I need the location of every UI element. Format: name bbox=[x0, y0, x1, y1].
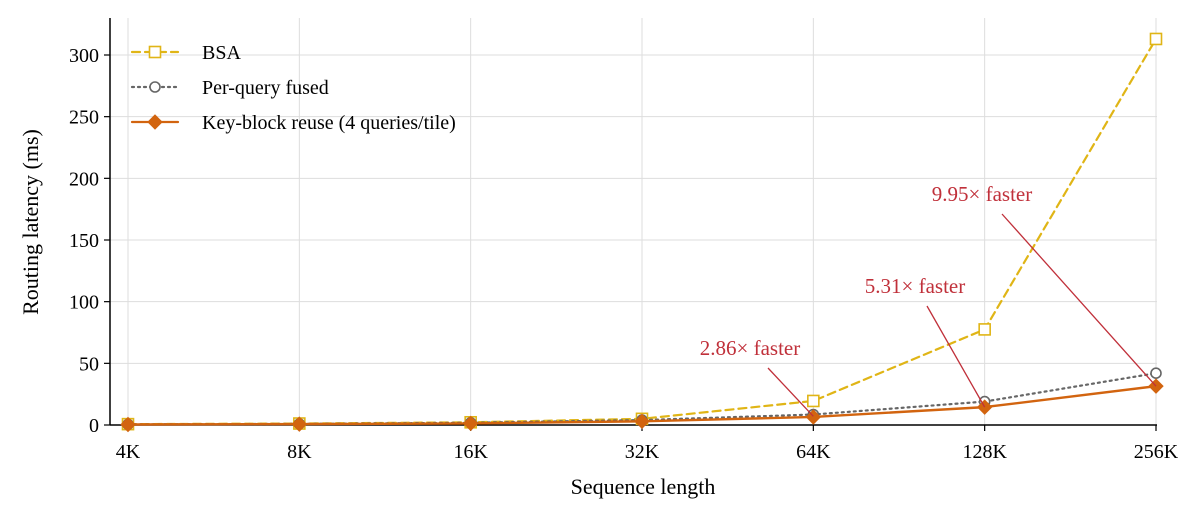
legend-label: BSA bbox=[202, 42, 241, 64]
data-point bbox=[1150, 367, 1162, 380]
data-point bbox=[462, 415, 479, 432]
y-tick-label: 300 bbox=[69, 45, 99, 67]
legend-label: Key-block reuse (4 queries/tile) bbox=[202, 112, 456, 134]
annotation: 2.86× faster bbox=[700, 336, 814, 417]
annotation-arrow bbox=[1001, 213, 1157, 387]
annotation-label: 2.86× faster bbox=[700, 336, 800, 360]
x-tick-label: 8K bbox=[287, 441, 312, 463]
annotation: 9.95× faster bbox=[932, 182, 1157, 387]
y-tick-label: 100 bbox=[69, 292, 99, 314]
x-ticks: 4K 8K 16K 32K 64K 128K 256K bbox=[116, 425, 1179, 463]
legend-marker bbox=[147, 114, 163, 130]
data-point bbox=[978, 323, 991, 336]
data-point bbox=[291, 416, 308, 432]
annotation-arrow bbox=[926, 305, 986, 408]
annotation-arrow bbox=[767, 367, 814, 417]
y-ticks: 0 50 100 150 200 250 300 bbox=[69, 45, 110, 437]
legend-item-2: Per-query fused bbox=[130, 77, 329, 99]
data-point bbox=[634, 413, 650, 430]
grid bbox=[110, 18, 1157, 426]
annotation: 5.31× faster bbox=[865, 274, 986, 408]
data-point bbox=[120, 416, 136, 433]
x-tick-label: 4K bbox=[116, 441, 141, 463]
data-point bbox=[807, 394, 820, 408]
legend-label: Per-query fused bbox=[202, 77, 329, 99]
x-tick-label: 32K bbox=[625, 441, 660, 463]
legend-marker bbox=[148, 45, 162, 59]
x-tick-label: 16K bbox=[453, 441, 488, 463]
legend-marker bbox=[149, 81, 161, 93]
annotations: 2.86× faster 5.31× faster 9.95× faster bbox=[700, 182, 1157, 417]
y-axis-title: Routing latency (ms) bbox=[18, 129, 43, 315]
y-tick-label: 50 bbox=[79, 353, 99, 375]
y-tick-label: 150 bbox=[69, 230, 99, 252]
legend-item-3: Key-block reuse (4 queries/tile) bbox=[130, 112, 456, 134]
legend-item-1: BSA bbox=[130, 42, 241, 64]
legend: BSA Per-query fused Key-block reuse (4 que… bbox=[130, 42, 456, 134]
data-point bbox=[1149, 32, 1163, 46]
y-tick-label: 250 bbox=[69, 107, 99, 129]
y-tick-label: 0 bbox=[89, 415, 99, 437]
x-tick-label: 256K bbox=[1134, 441, 1179, 463]
annotation-label: 9.95× faster bbox=[932, 182, 1032, 206]
annotation-label: 5.31× faster bbox=[865, 274, 965, 298]
x-tick-label: 64K bbox=[796, 441, 831, 463]
x-tick-label: 128K bbox=[962, 441, 1007, 463]
y-tick-label: 200 bbox=[69, 168, 99, 190]
x-axis-title: Sequence length bbox=[571, 474, 716, 499]
